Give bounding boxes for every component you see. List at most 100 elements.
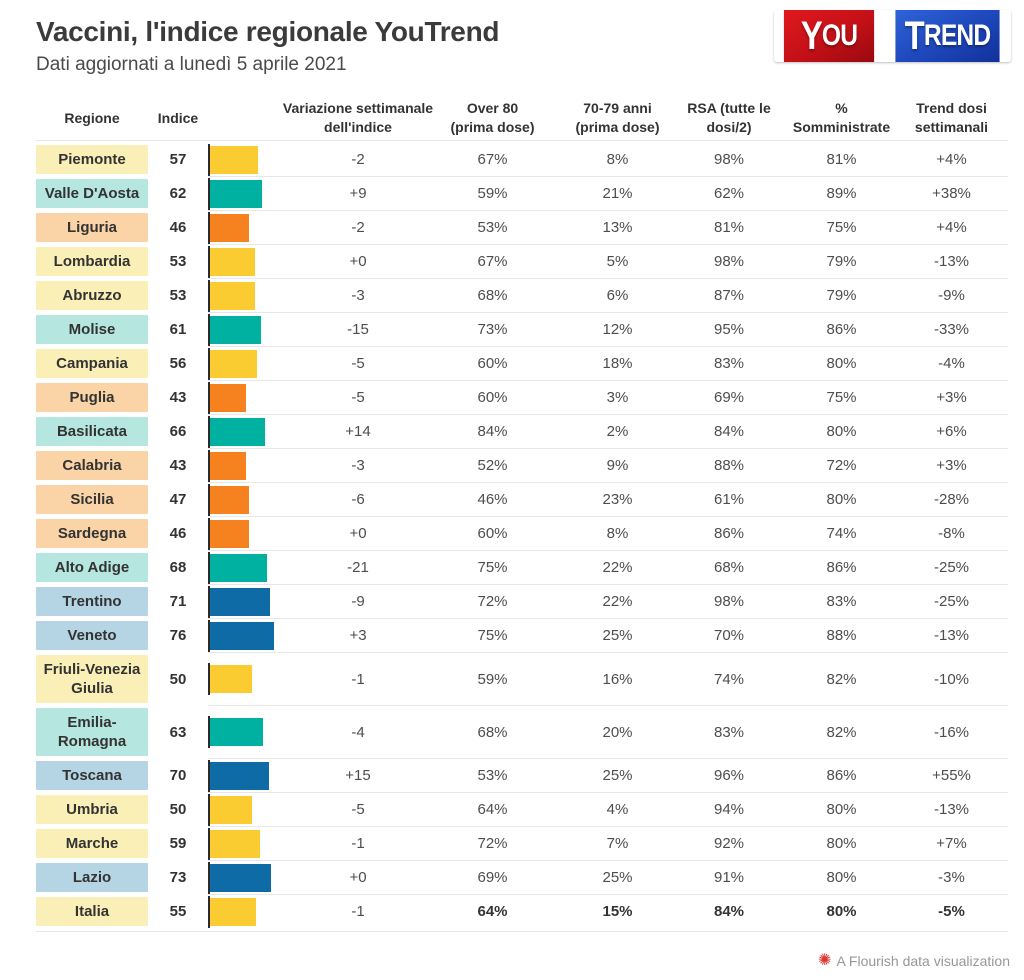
rsa-value: 69%: [713, 389, 745, 406]
anni7079-value: 16%: [602, 670, 633, 688]
indice-bar: [210, 718, 263, 746]
rsa-value: 83%: [713, 723, 745, 741]
trend-value: -9%: [938, 287, 965, 304]
indice-bar-cell: [208, 415, 296, 448]
anni7079-value: 22%: [602, 559, 633, 576]
somministrate-value: 88%: [826, 627, 857, 644]
bar-axis-line: [208, 895, 210, 928]
region-label: Emilia-Romagna: [36, 708, 148, 756]
region-label: Italia: [36, 897, 148, 926]
table-row: Umbria 50 -5 64% 4% 94% 80% -13%: [0, 793, 1024, 827]
region-label: Sardegna: [36, 519, 148, 548]
indice-bar: [210, 349, 258, 378]
flourish-burst-icon: ✺: [818, 952, 832, 969]
table-row: Basilicata 66 +14 84% 2% 84% 80% +6%: [0, 415, 1024, 449]
anni7079-value: 3%: [606, 389, 629, 406]
trend-value: -3%: [938, 869, 965, 886]
table-body: Piemonte 57 -2 67% 8% 98% 81% +4% Valle …: [0, 143, 1024, 932]
logo-trend-rest: REND: [923, 19, 991, 52]
bar-axis-line: [208, 551, 210, 584]
region-label: Marche: [36, 829, 148, 858]
variazione-value: -4: [351, 723, 365, 741]
column-header-over80: Over 80 (prima dose): [450, 100, 535, 135]
somministrate-value: 79%: [826, 287, 857, 304]
over80-value: 75%: [477, 559, 508, 576]
rsa-value: 94%: [713, 801, 745, 818]
variazione-value: -5: [351, 355, 365, 372]
over80-value: 72%: [477, 835, 508, 852]
trend-value: -4%: [938, 355, 965, 372]
trend-value: -16%: [933, 723, 970, 741]
somministrate-value: 86%: [826, 767, 857, 784]
bar-axis-line: [208, 827, 210, 860]
table-row: Puglia 43 -5 60% 3% 69% 75% +3%: [0, 381, 1024, 415]
table-row: Friuli-Venezia Giulia 50 -1 59% 16% 74% …: [0, 655, 1024, 706]
indice-value: 55: [169, 903, 187, 920]
trend-value: -13%: [933, 627, 970, 644]
region-label: Valle D'Aosta: [36, 179, 148, 208]
indice-bar-cell: [208, 585, 296, 618]
rsa-value: 83%: [713, 355, 745, 372]
rsa-value: 98%: [713, 253, 745, 270]
indice-value: 63: [169, 723, 187, 741]
table-row: Sicilia 47 -6 46% 23% 61% 80% -28%: [0, 483, 1024, 517]
indice-bar-cell: [208, 211, 296, 244]
somministrate-value: 80%: [826, 423, 857, 440]
anni7079-value: 2%: [606, 423, 629, 440]
anni7079-value: 25%: [602, 767, 633, 784]
over80-value: 46%: [477, 491, 508, 508]
indice-value: 66: [169, 423, 187, 440]
variazione-value: -15: [347, 321, 369, 338]
indice-bar: [210, 587, 270, 616]
over80-value: 72%: [477, 593, 508, 610]
somministrate-value: 86%: [826, 559, 857, 576]
column-header-indice: Indice: [157, 109, 199, 126]
over80-value: 60%: [477, 525, 508, 542]
youtrend-logo: Y OU T REND: [774, 10, 1011, 62]
anni7079-value: 25%: [602, 869, 633, 886]
rsa-value: 68%: [713, 559, 745, 576]
somministrate-value: 82%: [826, 670, 857, 688]
flourish-attribution[interactable]: ✺ A Flourish data visualization: [818, 952, 1010, 970]
over80-value: 59%: [477, 185, 508, 202]
anni7079-value: 18%: [602, 355, 633, 372]
somministrate-value: 81%: [826, 151, 857, 168]
indice-bar-cell: [208, 619, 296, 652]
anni7079-value: 6%: [606, 287, 629, 304]
indice-value: 53: [169, 253, 187, 270]
trend-value: +4%: [936, 151, 967, 168]
indice-value: 59: [169, 835, 187, 852]
region-label: Abruzzo: [36, 281, 148, 310]
column-header-somministrate: % Somministrate: [792, 100, 891, 135]
indice-value: 53: [169, 287, 187, 304]
indice-bar: [210, 863, 272, 892]
over80-value: 75%: [477, 627, 508, 644]
indice-bar-cell: [208, 716, 296, 748]
bar-axis-line: [208, 177, 210, 210]
anni7079-value: 5%: [606, 253, 629, 270]
rsa-value: 98%: [713, 593, 745, 610]
somministrate-value: 79%: [826, 253, 857, 270]
indice-value: 46: [169, 525, 187, 542]
region-label: Lazio: [36, 863, 148, 892]
rsa-value: 81%: [713, 219, 745, 236]
over80-value: 69%: [477, 869, 508, 886]
indice-bar-cell: [208, 551, 296, 584]
indice-bar-cell: [208, 245, 296, 278]
bar-axis-line: [208, 716, 210, 748]
trend-value: +4%: [936, 219, 967, 236]
variazione-value: +15: [345, 767, 371, 784]
indice-bar: [210, 665, 252, 693]
over80-value: 84%: [477, 423, 508, 440]
rsa-value: 98%: [713, 151, 745, 168]
indice-value: 46: [169, 219, 187, 236]
region-label: Campania: [36, 349, 148, 378]
indice-bar: [210, 761, 269, 790]
rsa-value: 84%: [713, 423, 745, 440]
trend-value: -25%: [933, 593, 970, 610]
somministrate-value: 80%: [826, 903, 857, 920]
indice-bar-cell: [208, 177, 296, 210]
indice-bar: [210, 897, 257, 926]
indice-value: 50: [169, 801, 187, 818]
